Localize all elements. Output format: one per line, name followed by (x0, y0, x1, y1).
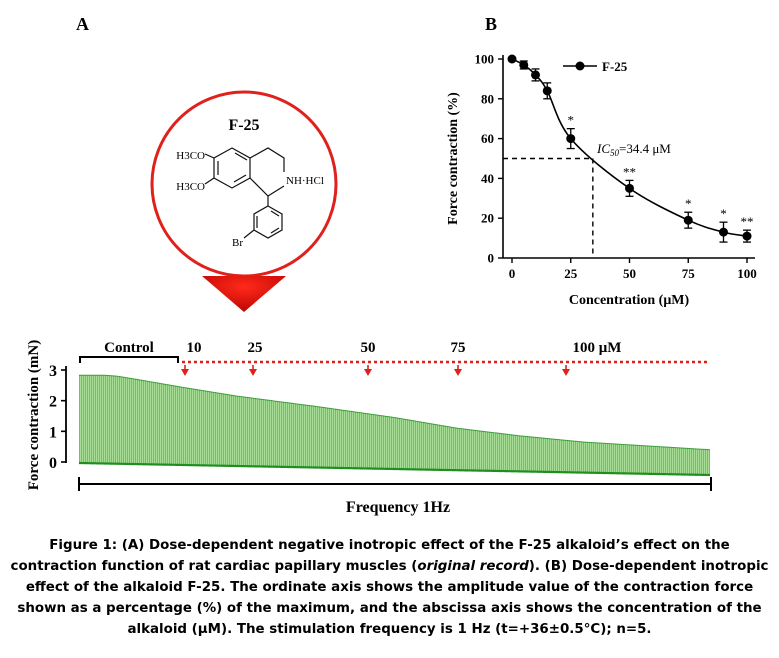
y-tick-label: 0 (49, 455, 57, 472)
panel-b-y-axis-label: Force contraction (%) (446, 92, 461, 225)
data-point (519, 60, 529, 70)
contraction-trace (78, 374, 711, 477)
ic50-sub: 50 (610, 148, 620, 158)
dose-label: 10 (187, 340, 202, 356)
dose-arrow (181, 369, 189, 376)
y-tick-label: 60 (481, 131, 494, 146)
y-tick-label: 2 (49, 394, 57, 411)
dose-arrow (364, 369, 372, 376)
ic50-value: =34.4 μM (619, 141, 671, 156)
amine-label: NH·HCl (286, 175, 324, 187)
dose-arrow (454, 369, 462, 376)
data-point (507, 54, 517, 64)
panel-b-chart: Force contraction (%) Concentration (μM)… (446, 52, 757, 309)
panel-b-x-ticks: 0 25 50 75 100 (509, 258, 757, 281)
caption-italic: original record (417, 559, 529, 574)
zoom-cone (202, 276, 286, 312)
dose-markers: 10 25 50 75 100 μM (181, 340, 621, 376)
y-tick-label: 20 (481, 211, 494, 226)
data-points: ******* (507, 54, 754, 243)
caption-lead: Figure 1: (A) Dose-dependent negative in… (10, 538, 730, 574)
x-tick-label: 0 (509, 266, 516, 281)
data-point (683, 215, 693, 225)
significance-mark: * (685, 196, 692, 211)
y-tick-label: 40 (481, 171, 494, 186)
y-tick-label: 0 (488, 251, 495, 266)
data-point (625, 183, 634, 193)
trace-baseline (78, 461, 711, 477)
significance-mark: ** (623, 164, 636, 179)
bromo-label: Br (232, 237, 243, 249)
data-point (566, 134, 576, 144)
legend-marker (575, 61, 585, 71)
ic50-ic: IC (596, 141, 610, 156)
methoxy-top-label: H3CO (176, 150, 205, 162)
panel-label-b: B (485, 14, 497, 34)
dose-arrow (249, 369, 257, 376)
y-tick-label: 100 (475, 52, 495, 67)
significance-mark: * (720, 206, 727, 221)
molecule-inset: F-25 H3CO H3CO NH·HCl Br (150, 90, 338, 312)
y-tick-label: 80 (481, 91, 494, 106)
frequency-bar (78, 477, 712, 491)
panel-a-chart: Force contraction (mN) 0 1 2 3 Control 10 25… (26, 340, 712, 516)
ic50-guide (503, 157, 594, 258)
figure-caption: Figure 1: (A) Dose-dependent negative in… (6, 535, 773, 640)
legend-label: F-25 (602, 59, 628, 74)
frequency-label: Frequency 1Hz (346, 499, 450, 516)
x-tick-label: 25 (564, 266, 578, 281)
dose-arrow (562, 369, 570, 376)
dose-label: 75 (451, 340, 466, 356)
x-tick-label: 75 (682, 266, 696, 281)
data-point (719, 227, 728, 237)
trace-envelope (79, 374, 711, 451)
trace-twitches (79, 375, 710, 475)
control-label: Control (104, 340, 154, 356)
ic50-label: IC50=34.4 μM (596, 141, 671, 158)
x-tick-label: 100 (737, 266, 757, 281)
x-tick-label: 50 (623, 266, 636, 281)
panel-b-axes (502, 55, 755, 259)
caption-tail: ). (B) Dose-dependent inotropic effect o… (17, 559, 769, 637)
dose-label: 100 μM (573, 340, 622, 356)
significance-mark: * (568, 113, 575, 128)
dose-label: 50 (361, 340, 376, 356)
legend: F-25 (563, 59, 628, 74)
panel-b-x-axis-label: Concentration (μM) (569, 293, 690, 308)
panel-b-y-ticks: 0 20 40 60 80 100 (475, 52, 503, 266)
dose-label: 25 (248, 340, 263, 356)
trace-fill (79, 375, 710, 475)
y-tick-label: 3 (49, 363, 57, 380)
y-tick-label: 1 (49, 424, 57, 441)
methoxy-bottom-label: H3CO (176, 181, 205, 193)
panel-a-y-ticks: 0 1 2 3 (49, 363, 66, 472)
significance-mark: ** (741, 214, 754, 229)
data-point (531, 70, 540, 80)
molecule-structure (204, 147, 285, 239)
data-point (542, 86, 552, 96)
panel-label-a: A (76, 14, 89, 34)
panel-a-y-axis-label: Force contraction (mN) (26, 340, 42, 491)
data-point (742, 231, 752, 241)
compound-name: F-25 (228, 117, 259, 134)
control-bracket (79, 356, 179, 363)
